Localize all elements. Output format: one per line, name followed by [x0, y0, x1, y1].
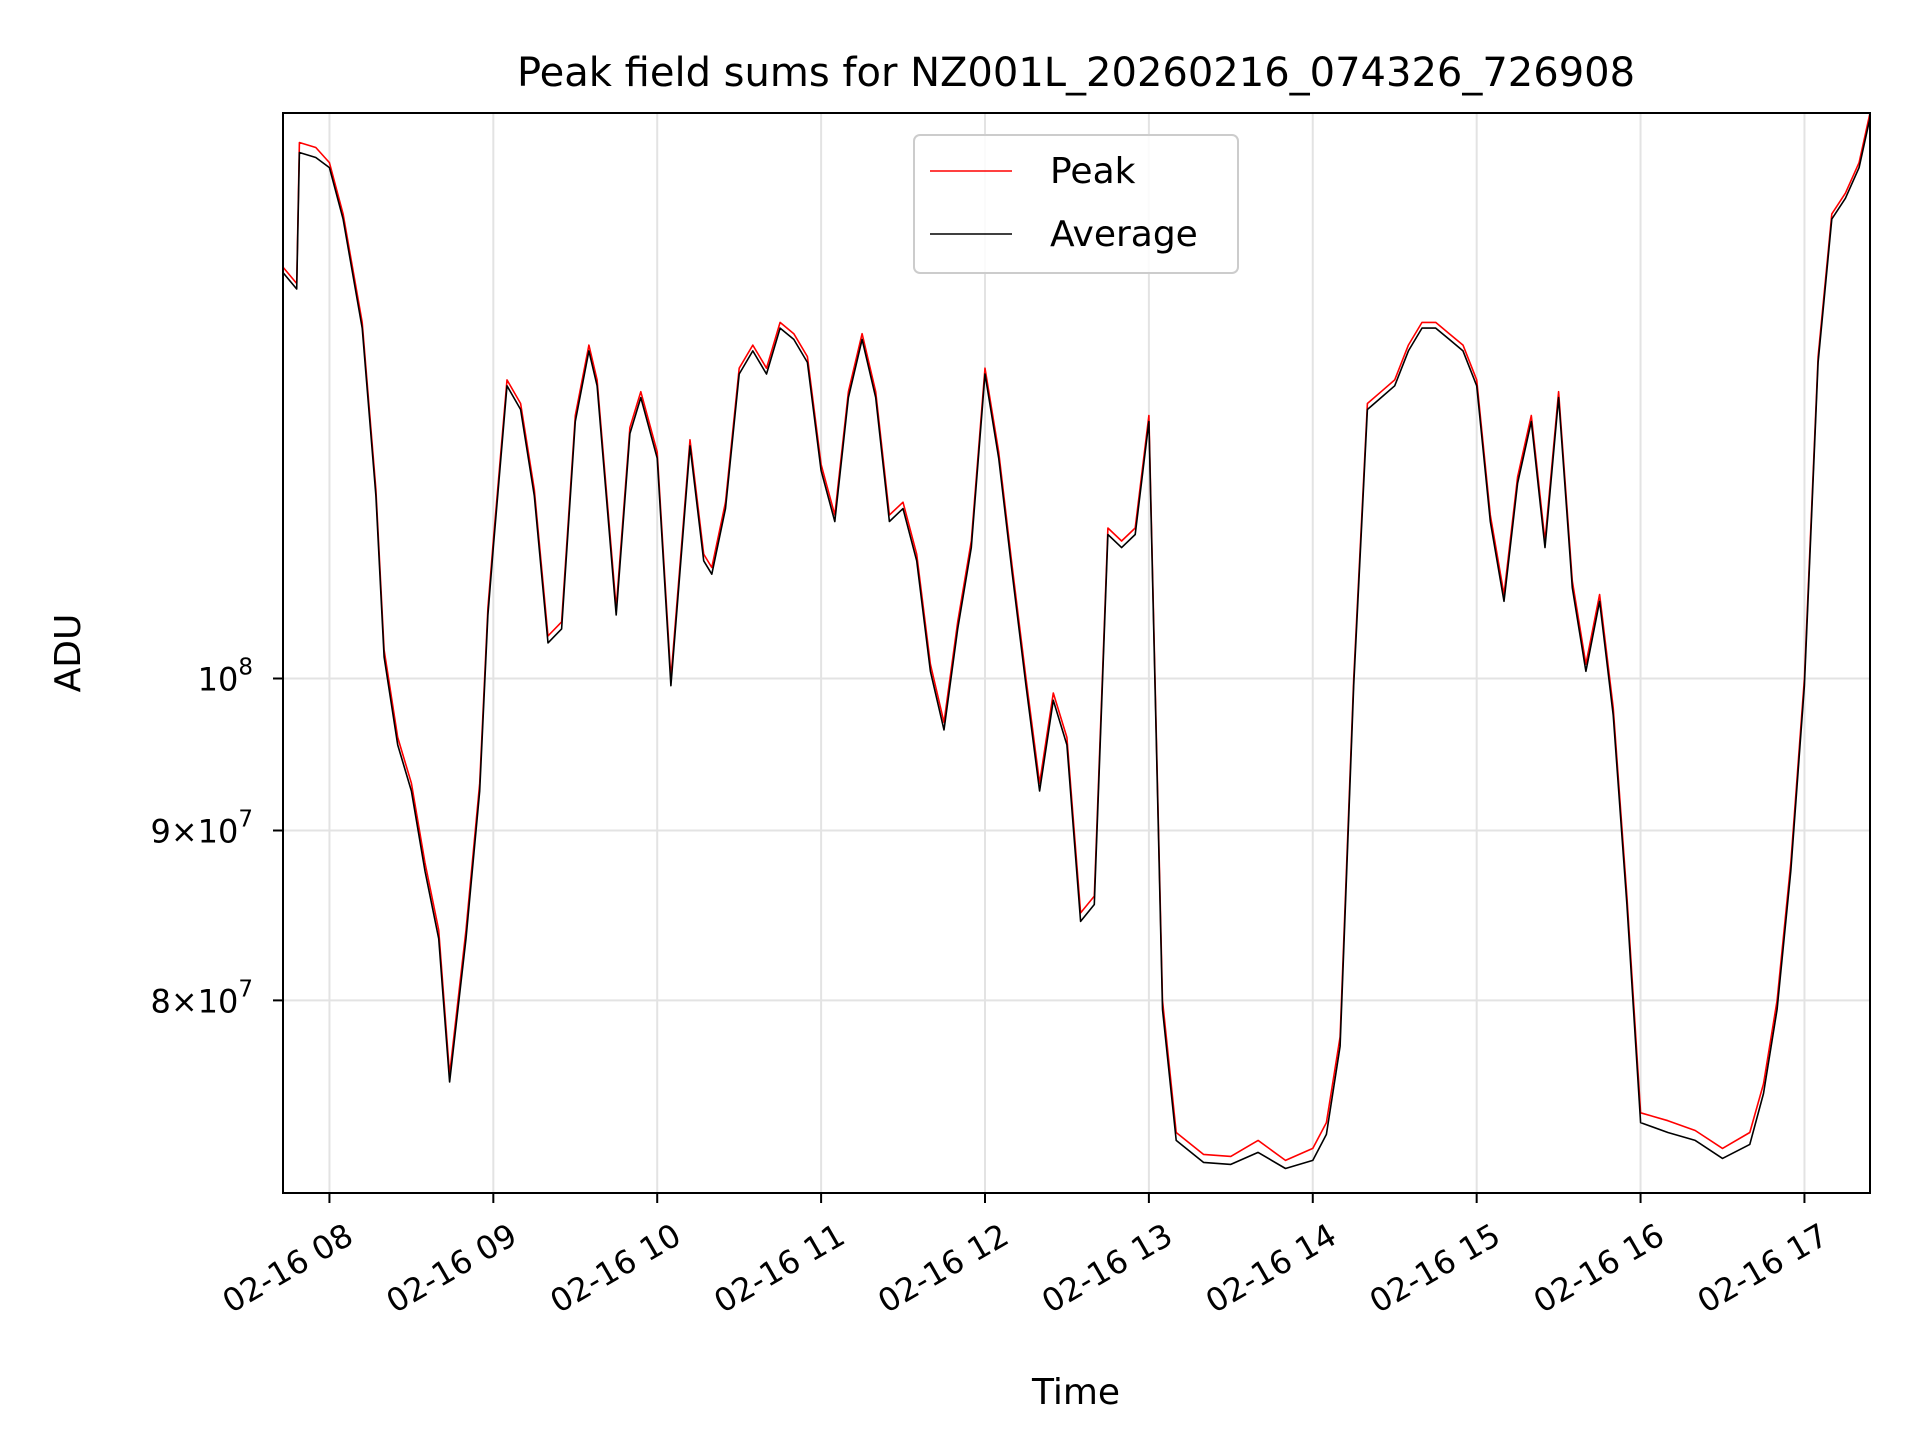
y-tick-label: 8×107 [150, 976, 253, 1020]
y-tick-exponent: 7 [238, 806, 253, 832]
legend: Peak Average [913, 134, 1239, 274]
y-tick-mantissa: 10 [198, 661, 239, 699]
axes-frame [282, 112, 1871, 1194]
legend-average-label: Average [1050, 214, 1198, 255]
x-axis-label: Time [1031, 1372, 1120, 1413]
y-tick-label: 9×107 [150, 806, 253, 850]
y-tick-mantissa: 8×10 [150, 982, 238, 1020]
y-axis-label: ADU [48, 614, 89, 693]
grid [283, 113, 1870, 1193]
plot-lines [282, 112, 1871, 1170]
legend-box [913, 134, 1239, 274]
chart-title: Peak field sums for NZ001L_20260216_0743… [517, 50, 1635, 96]
y-tick-mantissa: 9×10 [150, 812, 238, 850]
legend-peak-label: Peak [1050, 151, 1136, 192]
series-line-average [282, 117, 1871, 1170]
y-tick-exponent: 8 [238, 655, 253, 681]
y-tick-exponent: 7 [238, 976, 253, 1002]
y-tick-label: 108 [198, 655, 253, 699]
